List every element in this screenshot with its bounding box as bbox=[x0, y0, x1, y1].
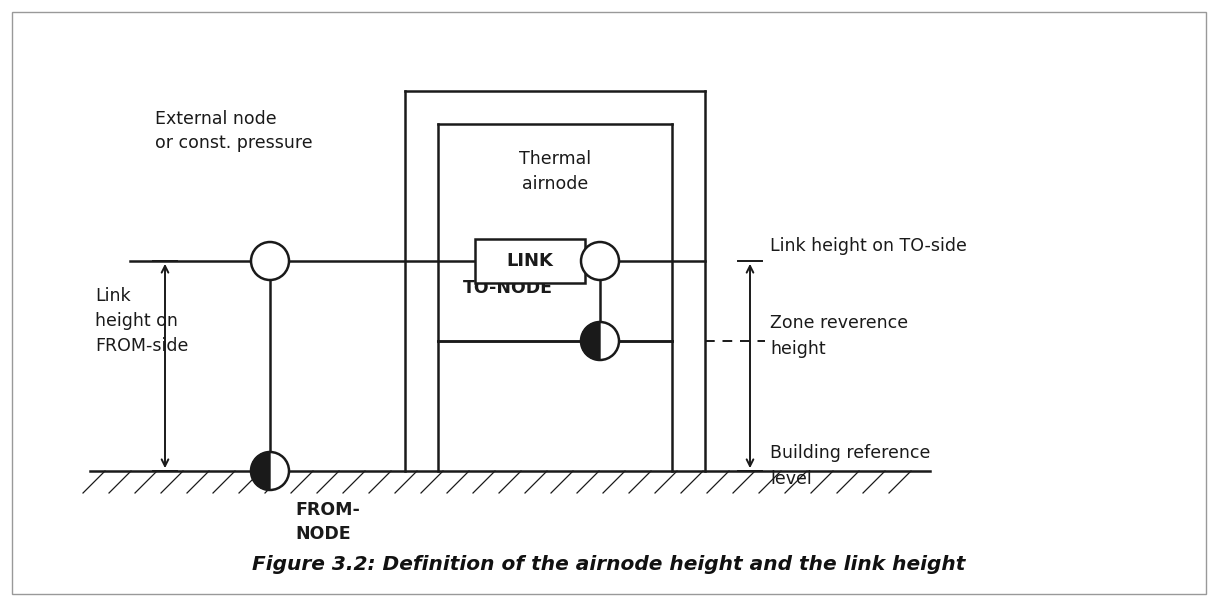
Circle shape bbox=[581, 322, 619, 360]
Text: Link
height on
FROM-side: Link height on FROM-side bbox=[95, 287, 189, 355]
Circle shape bbox=[251, 242, 289, 280]
Polygon shape bbox=[581, 322, 600, 360]
Text: External node
or const. pressure: External node or const. pressure bbox=[155, 110, 313, 153]
Text: Thermal
airnode: Thermal airnode bbox=[519, 150, 591, 193]
Text: TO-NODE: TO-NODE bbox=[463, 279, 553, 297]
Text: Link height on TO-side: Link height on TO-side bbox=[770, 237, 967, 255]
Text: LINK: LINK bbox=[507, 252, 553, 270]
Text: FROM-
NODE: FROM- NODE bbox=[295, 501, 359, 542]
Polygon shape bbox=[251, 452, 270, 490]
Bar bbox=[475, 239, 585, 283]
Text: Zone reverence
height: Zone reverence height bbox=[770, 315, 909, 358]
Circle shape bbox=[251, 452, 289, 490]
Text: Figure 3.2: Definition of the airnode height and the link height: Figure 3.2: Definition of the airnode he… bbox=[252, 554, 966, 573]
Circle shape bbox=[581, 242, 619, 280]
Text: Building reference
level: Building reference level bbox=[770, 444, 931, 487]
